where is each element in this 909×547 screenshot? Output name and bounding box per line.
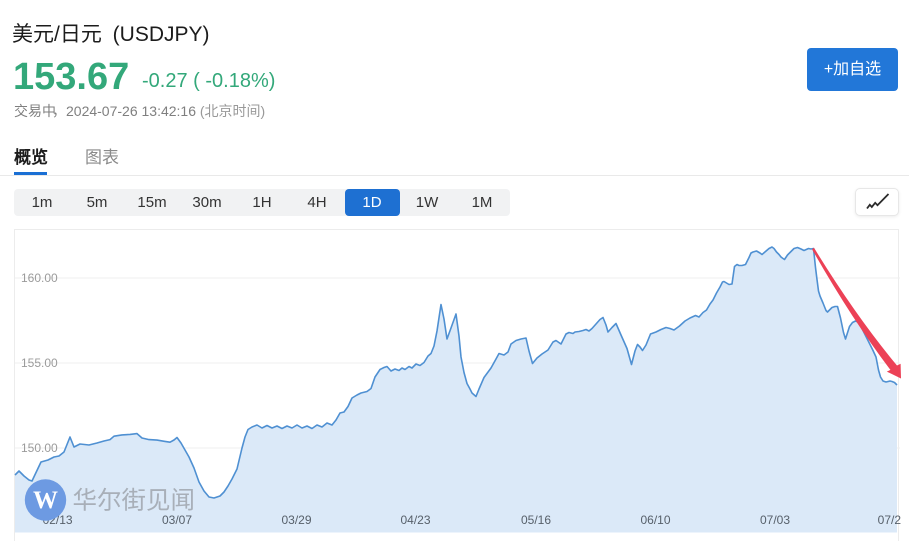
- svg-text:06/10: 06/10: [640, 513, 670, 527]
- svg-text:155.00: 155.00: [21, 356, 58, 370]
- svg-text:W: W: [33, 487, 58, 514]
- svg-text:150.00: 150.00: [21, 441, 58, 455]
- svg-text:05/16: 05/16: [521, 513, 551, 527]
- svg-text:07/2: 07/2: [878, 513, 902, 527]
- svg-text:华尔街见闻: 华尔街见闻: [73, 487, 196, 515]
- svg-text:03/07: 03/07: [162, 513, 192, 527]
- svg-text:160.00: 160.00: [21, 271, 58, 285]
- svg-text:07/03: 07/03: [760, 513, 790, 527]
- svg-text:03/29: 03/29: [281, 513, 311, 527]
- svg-text:04/23: 04/23: [400, 513, 430, 527]
